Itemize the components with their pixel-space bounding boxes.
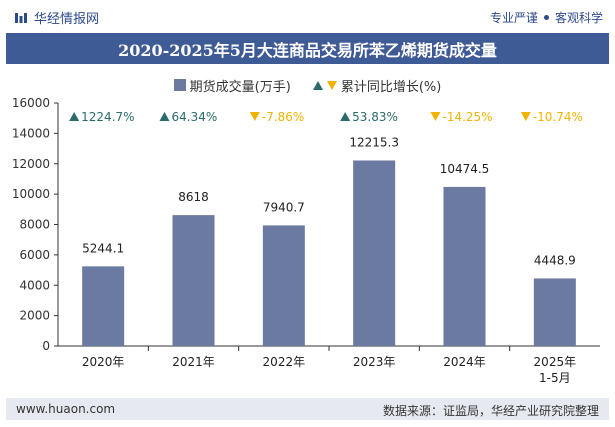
legend: 期货成交量(万手) 累计同比增长(%) — [0, 76, 615, 95]
bar-value-label: 4448.9 — [534, 253, 576, 267]
y-tick-label: 6000 — [19, 248, 50, 262]
bar — [262, 225, 305, 346]
bar-value-label: 10474.5 — [440, 162, 490, 176]
growth-label: -14.25% — [443, 110, 493, 124]
x-tick-label: 1-5月 — [539, 371, 571, 385]
growth-down-icon — [430, 112, 441, 121]
bar — [82, 266, 125, 346]
growth-up-icon — [340, 112, 351, 121]
footer-site[interactable]: www.huaon.com — [16, 402, 116, 416]
legend-label-volume: 期货成交量(万手) — [189, 79, 291, 95]
growth-up-icon — [69, 112, 80, 121]
bar-value-label: 12215.3 — [349, 135, 399, 149]
x-tick-label: 2020年 — [82, 355, 125, 369]
bar-swatch-icon — [173, 79, 186, 91]
growth-label: -7.86% — [262, 110, 304, 124]
growth-up-icon — [159, 112, 170, 121]
growth-down-icon — [249, 112, 260, 121]
brand[interactable]: 华经情报网 — [14, 8, 99, 27]
separator-dot-icon — [543, 15, 549, 20]
bar — [172, 215, 215, 346]
tag-objective: 客观科学 — [554, 11, 603, 25]
bar — [443, 186, 486, 346]
legend-item-volume[interactable]: 期货成交量(万手) — [173, 76, 291, 95]
bar-value-label: 7940.7 — [263, 200, 305, 214]
tag-professional: 专业严谨 — [489, 11, 538, 25]
growth-label: -10.74% — [533, 110, 583, 124]
footer-source: 数据来源：证监局，华经产业研究院整理 — [382, 404, 599, 418]
y-tick-label: 14000 — [12, 126, 50, 140]
top-bar: 华经情报网 专业严谨 客观科学 — [0, 0, 615, 33]
x-tick-label: 2024年 — [443, 355, 486, 369]
bar — [353, 160, 396, 346]
header-tags: 专业严谨 客观科学 — [490, 9, 603, 26]
y-tick-label: 8000 — [19, 218, 50, 232]
growth-label: 53.83% — [352, 110, 398, 124]
brand-logo-icon — [15, 12, 27, 23]
bar-value-label: 5244.1 — [82, 241, 124, 255]
y-tick-label: 0 — [42, 339, 50, 353]
triangle-up-icon — [312, 80, 323, 90]
y-tick-label: 16000 — [12, 96, 50, 110]
y-tick-label: 2000 — [19, 309, 50, 323]
legend-label-growth: 累计同比增长(%) — [340, 79, 442, 95]
x-tick-label: 2023年 — [353, 355, 396, 369]
chart-title: 2020-2025年5月大连商品交易所苯乙烯期货成交量 — [118, 40, 497, 60]
bar — [533, 278, 576, 346]
growth-label: 64.34% — [172, 110, 218, 124]
legend-item-growth[interactable]: 累计同比增长(%) — [312, 76, 442, 95]
bar-value-label: 8618 — [178, 190, 209, 204]
y-tick-label: 12000 — [12, 157, 50, 171]
triangle-down-icon — [326, 80, 337, 90]
footer: www.huaon.com 数据来源：证监局，华经产业研究院整理 — [6, 398, 609, 420]
x-tick-label: 2022年 — [263, 355, 306, 369]
brand-name: 华经情报网 — [34, 12, 100, 27]
chart-area: 0 2000 4000 6000 8000 10000 12000 14000 16000 524… — [12, 96, 600, 385]
y-tick-label: 10000 — [12, 187, 50, 201]
y-tick-label: 4000 — [19, 278, 50, 292]
x-tick-label: 2021年 — [172, 355, 215, 369]
growth-down-icon — [520, 112, 531, 121]
title-bar: 2020-2025年5月大连商品交易所苯乙烯期货成交量 — [6, 33, 609, 64]
x-tick-label: 2025年 — [534, 355, 577, 369]
growth-label: 1224.7% — [81, 110, 134, 124]
